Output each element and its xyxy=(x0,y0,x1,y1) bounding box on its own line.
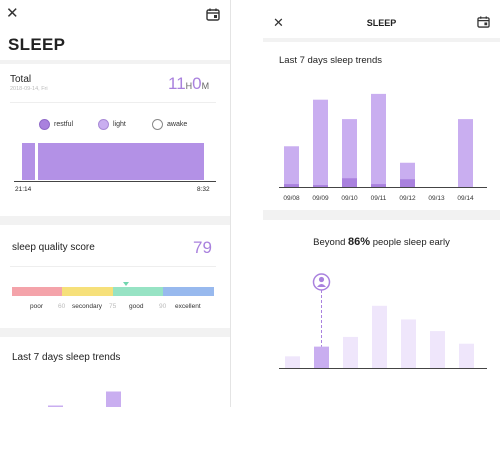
quality-threshold: 60 xyxy=(58,303,66,310)
trend-bar-restful xyxy=(284,184,299,187)
total-hours: 11 xyxy=(168,74,186,93)
x-tick-label: 09/11 xyxy=(371,195,387,202)
quality-score: 79 xyxy=(193,238,212,257)
timeline-segment xyxy=(22,143,35,180)
quality-segment-excellent xyxy=(163,287,214,296)
user-icon-head xyxy=(318,276,325,283)
quality-threshold: 75 xyxy=(109,303,117,310)
trend-bar-light xyxy=(106,391,121,407)
section-divider xyxy=(263,38,500,42)
minutes-unit: M xyxy=(201,81,210,91)
early-sleep-heading: Beyond 86% people sleep early xyxy=(263,236,500,248)
left-sleep-screen: ✕ SLEEP Total 2018-09-14, Fri 11H0M rest… xyxy=(0,0,231,407)
early-bar xyxy=(430,331,445,368)
awake-legend-dot xyxy=(152,119,163,130)
close-icon[interactable]: ✕ xyxy=(273,15,284,30)
page-title: SLEEP xyxy=(8,35,66,54)
quality-label-good: good xyxy=(129,303,144,310)
left-trends-chart xyxy=(48,391,121,407)
close-icon[interactable]: ✕ xyxy=(6,5,19,22)
light-legend-dot xyxy=(98,119,109,130)
trend-bar-restful xyxy=(342,178,357,187)
trend-bar-light xyxy=(313,99,328,187)
quality-scale xyxy=(12,287,214,296)
trend-bar-light xyxy=(342,119,357,187)
early-percent: 86% xyxy=(348,236,371,248)
quality-label-poor: poor xyxy=(30,303,44,310)
divider xyxy=(10,102,216,103)
calendar-icon[interactable] xyxy=(206,8,220,21)
early-bar xyxy=(372,305,387,368)
timeline-axis xyxy=(14,181,216,182)
user-icon-body xyxy=(317,284,326,287)
sleep-trends-chart: 09/08 09/09 09/10 09/11 09/12 09/13 09/14 xyxy=(279,93,487,202)
timeline-start: 21:14 xyxy=(15,186,32,193)
x-tick-label: 09/08 xyxy=(283,195,300,202)
restful-legend-label: restful xyxy=(54,121,74,128)
x-tick-label: 09/09 xyxy=(312,195,329,202)
early-bar xyxy=(285,356,300,368)
trends-label: Last 7 days sleep trends xyxy=(12,352,121,363)
right-sleep-screen: ✕ SLEEP Last 7 days sleep trends 09/08 09… xyxy=(263,0,500,416)
early-bar-highlighted xyxy=(314,346,329,368)
quality-segment-good xyxy=(113,287,163,296)
page-title: SLEEP xyxy=(366,18,397,28)
early-bar xyxy=(459,343,474,368)
trend-bar-light xyxy=(48,405,63,407)
awake-legend-label: awake xyxy=(167,121,188,128)
hours-unit: H xyxy=(185,81,193,91)
x-tick-label: 09/12 xyxy=(399,195,416,202)
total-date: 2018-09-14, Fri xyxy=(10,86,48,92)
quality-segment-poor xyxy=(12,287,62,296)
early-sleep-chart: <21:0021:01|22:0022:01|23:0023:01|00:000… xyxy=(279,273,487,369)
x-tick-label: 09/13 xyxy=(428,195,445,202)
trend-bar-light xyxy=(371,93,386,187)
section-divider xyxy=(0,60,230,64)
calendar-icon[interactable] xyxy=(477,16,490,28)
total-minutes: 0 xyxy=(192,74,202,93)
divider xyxy=(10,266,216,267)
x-tick-label: 09/14 xyxy=(457,195,474,202)
trend-bar-restful xyxy=(313,185,328,187)
section-divider xyxy=(0,216,230,225)
total-label: Total xyxy=(10,74,32,85)
timeline-segment xyxy=(38,143,204,180)
quality-label-excellent: excellent xyxy=(175,303,201,310)
trends-label: Last 7 days sleep trends xyxy=(279,55,382,66)
early-suffix: people sleep early xyxy=(372,237,450,248)
trend-bar-light xyxy=(458,119,473,187)
quality-marker xyxy=(123,282,130,286)
early-bar xyxy=(343,336,358,368)
trend-bar-light xyxy=(284,146,299,187)
early-bar xyxy=(401,319,416,368)
trend-bar-restful xyxy=(400,179,415,187)
x-tick-label: 09/10 xyxy=(341,195,358,202)
quality-segment-secondary xyxy=(62,287,113,296)
section-divider xyxy=(263,210,500,220)
quality-label: sleep quality score xyxy=(12,242,95,253)
timeline-end: 8:32 xyxy=(197,186,210,193)
trend-bar-restful xyxy=(371,184,386,187)
section-divider xyxy=(0,328,230,337)
total-duration: 11H0M xyxy=(168,74,209,94)
light-legend-label: light xyxy=(113,121,126,128)
quality-label-secondary: secondary xyxy=(72,303,102,310)
restful-legend-dot xyxy=(39,119,50,130)
early-prefix: Beyond xyxy=(313,237,346,248)
quality-threshold: 90 xyxy=(159,303,167,310)
